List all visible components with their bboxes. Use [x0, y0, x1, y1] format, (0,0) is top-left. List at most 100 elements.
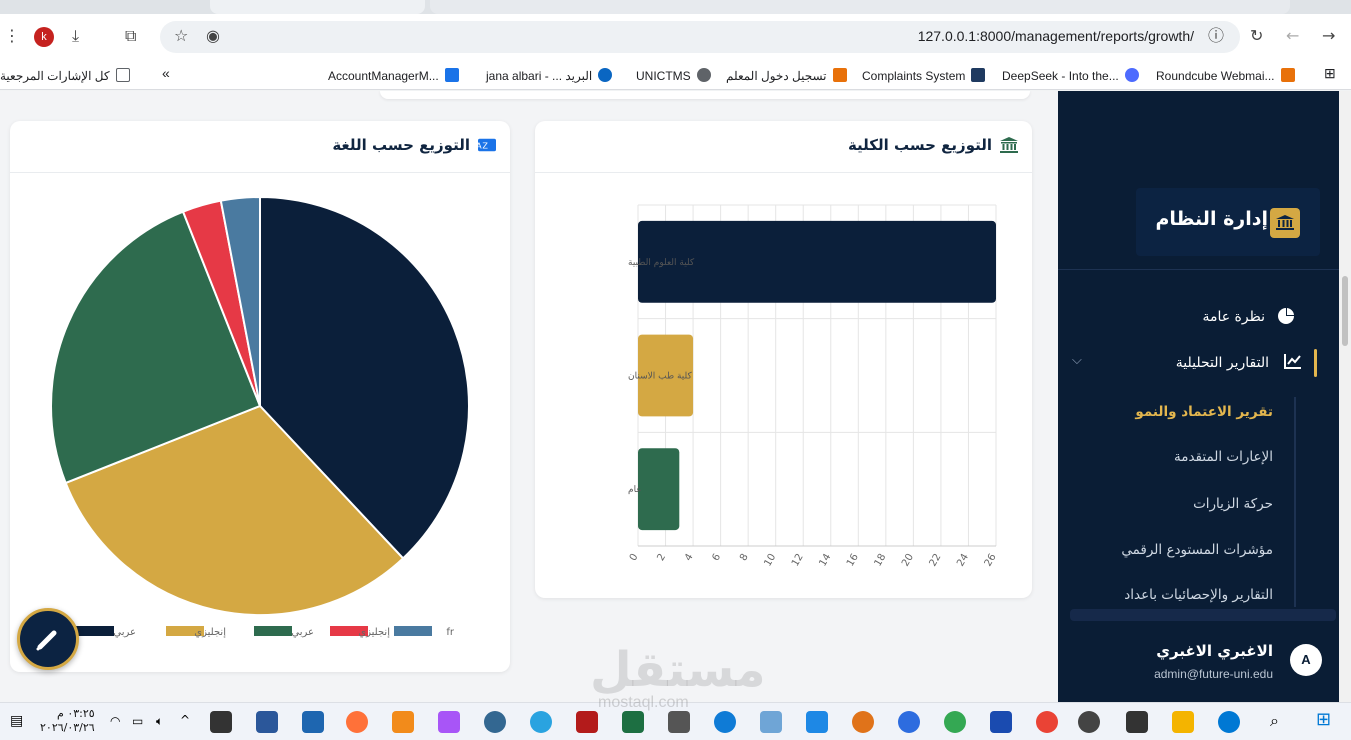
legend-swatch: [394, 626, 432, 636]
brand-block[interactable]: إدارة النظام: [1136, 188, 1320, 256]
user-name: الاغبري الاغبري: [1156, 642, 1273, 660]
vscode-icon[interactable]: [806, 711, 828, 733]
battery-icon[interactable]: ▭: [132, 714, 144, 728]
bookmark-5[interactable]: Complaints System: [862, 68, 986, 83]
card-header: A Z التوزيع حسب اللغة: [10, 121, 510, 173]
sub-item-repository-indicators[interactable]: مؤشرات المستودع الرقمي: [1121, 542, 1273, 558]
app-a-icon[interactable]: [898, 711, 920, 733]
page-content: التوزيع حسب الكلية 0 2 4 6 8 10 12 14 16 18 20 22 24…: [0, 91, 1351, 702]
x-tick-label: 4: [683, 552, 696, 563]
notification-icon[interactable]: ▤: [10, 713, 24, 729]
shield-icon: [971, 68, 986, 82]
bookmark-6[interactable]: DeepSeek - Into the...: [1002, 68, 1139, 83]
divider: [1058, 269, 1339, 270]
submenu-line: [1294, 397, 1296, 607]
sub-item-advanced-loans[interactable]: الإعارات المتقدمة: [1173, 449, 1273, 465]
x-tick-label: 16: [845, 552, 861, 569]
bookmark-4[interactable]: تسجيل دخول المعلم: [726, 68, 847, 83]
chevron-down-icon[interactable]: ⌵: [1072, 353, 1082, 368]
mail-icon[interactable]: [1126, 711, 1148, 733]
taskbar-clock[interactable]: ٠٣:٢٥ م ٢٠٢٦/٠٣/٢٦: [40, 707, 95, 735]
app-cube-icon[interactable]: [760, 711, 782, 733]
tray-expand-icon[interactable]: ^: [180, 713, 191, 727]
sub-item-visits[interactable]: حركة الزيارات: [1193, 496, 1273, 512]
nav-item-analytics[interactable]: التقارير التحليلية: [1176, 355, 1269, 371]
x-tick-label: 26: [983, 552, 999, 569]
legend-swatch: [76, 626, 114, 636]
site-info-icon[interactable]: ⓘ: [1207, 26, 1224, 45]
menu-icon[interactable]: ⋮: [4, 26, 20, 45]
chrome-icon[interactable]: [944, 711, 966, 733]
windows-start-icon[interactable]: ⊞: [1316, 709, 1332, 730]
app-l-icon[interactable]: [302, 711, 324, 733]
address-bar[interactable]: ☆ ◉ 127.0.0.1:8000/management/reports/gr…: [160, 21, 1240, 53]
svg-text:Z: Z: [482, 141, 488, 151]
bookmark-all[interactable]: كل الإشارات المرجعية: [0, 68, 130, 83]
user-avatar[interactable]: A: [1290, 644, 1322, 676]
folder-icon: [115, 68, 130, 82]
app-arrow-icon[interactable]: [990, 711, 1012, 733]
legend-label: عربي: [113, 627, 136, 638]
excel-icon[interactable]: [622, 711, 644, 733]
nav-item-overview[interactable]: نظرة عامة: [1202, 309, 1265, 325]
y-category-label: كلية العلوم الطبية: [628, 258, 695, 268]
profile-avatar[interactable]: k: [34, 27, 54, 47]
search-icon[interactable]: ⌕: [1270, 711, 1279, 730]
tab-inactive[interactable]: [430, 0, 1290, 14]
globe-icon: [696, 68, 711, 82]
watermark: مستقل: [590, 642, 766, 698]
apps-grid-icon[interactable]: ⊞: [1324, 65, 1336, 81]
edit-fab-button[interactable]: [17, 608, 79, 670]
wifi-icon[interactable]: ◠: [110, 714, 121, 728]
download-icon[interactable]: ⤓: [72, 26, 80, 45]
x-tick-label: 6: [710, 552, 723, 563]
eye-icon[interactable]: ◉: [206, 26, 220, 45]
search-app-icon[interactable]: [852, 711, 874, 733]
vite-icon[interactable]: [438, 711, 460, 733]
app-dark-icon[interactable]: [1078, 711, 1100, 733]
x-tick-label: 10: [762, 552, 778, 569]
chrome-profile-icon[interactable]: [1036, 711, 1058, 733]
telegram-icon[interactable]: [530, 711, 552, 733]
url-text[interactable]: 127.0.0.1:8000/management/reports/growth…: [917, 28, 1194, 44]
grid-icon: [444, 68, 459, 82]
firefox-icon[interactable]: [346, 711, 368, 733]
bookmark-1[interactable]: AccountManagerM...: [328, 68, 459, 83]
star-icon[interactable]: ☆: [174, 26, 189, 45]
roundcube-icon: [1280, 68, 1295, 82]
extensions-icon[interactable]: ⧉: [125, 26, 137, 45]
scrollbar-thumb[interactable]: [1342, 276, 1348, 346]
filezilla-icon[interactable]: [576, 711, 598, 733]
xampp-icon[interactable]: [392, 711, 414, 733]
pie-slice: [64, 404, 405, 616]
file-explorer-icon[interactable]: [1172, 711, 1194, 733]
language-distribution-card: A Z التوزيع حسب اللغة عربي إنجليزي عربي إنج…: [10, 121, 510, 672]
edge-icon[interactable]: [1218, 711, 1240, 733]
forward-icon[interactable]: ←: [1286, 26, 1300, 45]
back-icon[interactable]: →: [1322, 26, 1336, 45]
edge-dev-icon[interactable]: [714, 711, 736, 733]
bookmark-3[interactable]: UNICTMS: [636, 68, 711, 83]
sub-item-growth-report[interactable]: تقرير الاعتماد والنمو: [1135, 404, 1273, 420]
chevron-more-icon[interactable]: «: [162, 65, 170, 81]
app-window-icon[interactable]: [668, 711, 690, 733]
top-card-remnant: [380, 91, 1030, 99]
pencil-icon: [36, 630, 57, 651]
word-icon[interactable]: [256, 711, 278, 733]
postgres-icon[interactable]: [484, 711, 506, 733]
legend-label: إنجليزي: [358, 627, 390, 638]
reload-icon[interactable]: ↻: [1250, 26, 1264, 45]
tab-active[interactable]: [210, 0, 425, 14]
tab-strip: [0, 0, 1351, 14]
bookmark-2[interactable]: jana albari - ... البريد: [486, 68, 613, 83]
volume-icon[interactable]: 🔈︎: [156, 714, 164, 728]
sub-item-reports-stats[interactable]: التقارير والإحصائيات باعداد: [1124, 587, 1273, 603]
terminal-icon[interactable]: [210, 711, 232, 733]
card-header: التوزيع حسب الكلية: [535, 121, 1032, 173]
svg-text:A: A: [478, 141, 482, 151]
page-scrollbar[interactable]: [1339, 91, 1351, 702]
legend-label: عربي: [291, 627, 314, 638]
y-category-label: عام: [628, 485, 642, 495]
bookmark-7[interactable]: Roundcube Webmai...: [1156, 68, 1295, 83]
clock-date: ٢٠٢٦/٠٣/٢٦: [40, 721, 95, 734]
